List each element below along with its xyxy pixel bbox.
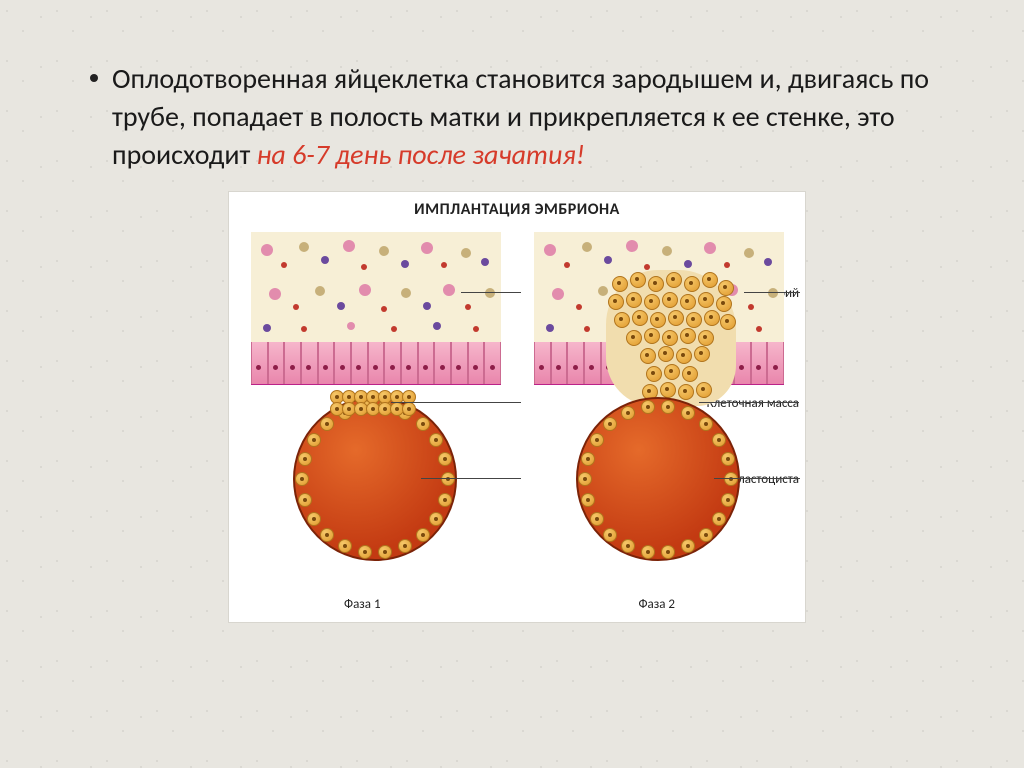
blastocyst-sphere	[576, 397, 740, 561]
leader-cell-mass	[391, 402, 521, 403]
leader-endometrium	[744, 292, 800, 293]
leader-blastocyst	[714, 478, 800, 479]
leader-endometrium	[461, 292, 521, 293]
columnar-epithelium	[251, 342, 501, 385]
headline-emphasis: на 6-7 день после зачатия!	[257, 137, 585, 172]
caption-phase1: Фаза 1	[344, 597, 381, 612]
phase2-panel	[534, 232, 784, 572]
invading-trophoblast	[606, 270, 736, 406]
caption-phase2: Фаза 2	[638, 597, 675, 612]
headline-text: Оплодотворенная яйцеклетка становится за…	[112, 60, 944, 173]
phase1-panel	[251, 232, 501, 572]
blastocyst-ring	[578, 399, 738, 559]
endometrium-tissue	[251, 232, 501, 343]
figure-container: ИМПЛАНТАЦИЯ ЭМБРИОНА Эндометрий Клеточна…	[90, 191, 944, 623]
bullet-item: Оплодотворенная яйцеклетка становится за…	[90, 60, 944, 173]
figure-title: ИМПЛАНТАЦИЯ ЭМБРИОНА	[229, 200, 805, 219]
slide: Оплодотворенная яйцеклетка становится за…	[0, 0, 1024, 768]
inner-cell-mass	[329, 382, 417, 424]
bullet-dot-icon	[90, 74, 98, 82]
leader-cell-mass	[699, 402, 799, 403]
implantation-figure: ИМПЛАНТАЦИЯ ЭМБРИОНА Эндометрий Клеточна…	[228, 191, 806, 623]
leader-blastocyst	[421, 478, 521, 479]
